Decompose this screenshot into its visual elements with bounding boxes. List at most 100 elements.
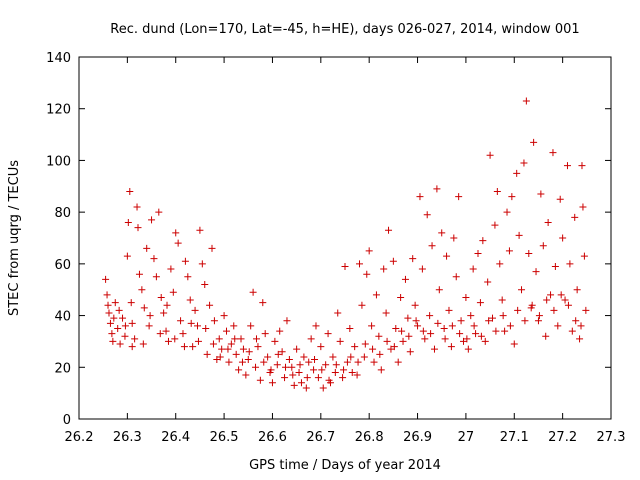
data-point (354, 358, 362, 366)
data-point (319, 384, 327, 392)
plot-frame (78, 56, 612, 420)
data-point (194, 337, 202, 345)
y-tick-label: 100 (46, 154, 71, 169)
data-point (276, 327, 284, 335)
data-point (550, 306, 558, 314)
data-point (427, 330, 435, 338)
data-point (539, 242, 547, 250)
data-point (464, 345, 472, 353)
data-point (506, 322, 514, 330)
data-point (578, 162, 586, 170)
data-point (172, 229, 180, 237)
data-point (528, 301, 536, 309)
data-point (491, 221, 499, 229)
data-point (418, 265, 426, 273)
data-point (499, 312, 507, 320)
data-point (568, 327, 576, 335)
data-point (216, 353, 224, 361)
data-point (405, 332, 413, 340)
data-point (210, 317, 218, 325)
data-point (514, 306, 522, 314)
data-point (399, 337, 407, 345)
data-point (223, 327, 231, 335)
data-point (435, 286, 443, 294)
data-point (131, 335, 139, 343)
data-point (412, 317, 420, 325)
data-point (193, 322, 201, 330)
y-tick-label: 80 (54, 206, 71, 221)
data-point (557, 291, 565, 299)
data-point (289, 371, 297, 379)
data-point (191, 306, 199, 314)
data-point (544, 218, 552, 226)
data-point (174, 239, 182, 247)
data-point (434, 319, 442, 327)
data-point (489, 314, 497, 322)
data-point (203, 350, 211, 358)
data-point (260, 358, 268, 366)
data-point (356, 260, 364, 268)
data-point (238, 358, 246, 366)
data-point (119, 314, 127, 322)
data-point (180, 343, 188, 351)
data-point (467, 312, 475, 320)
data-point (377, 366, 385, 374)
data-point (160, 309, 168, 317)
data-point (111, 299, 119, 307)
data-point (361, 340, 369, 348)
data-point (341, 262, 349, 270)
data-point (198, 260, 206, 268)
data-point (576, 335, 584, 343)
data-point (271, 337, 279, 345)
data-point (343, 358, 351, 366)
data-point (485, 317, 493, 325)
data-points (102, 97, 590, 392)
data-point (577, 322, 585, 330)
data-point (331, 368, 339, 376)
data-point (515, 231, 523, 239)
x-tick-label: 26.9 (403, 430, 432, 445)
data-point (414, 322, 422, 330)
data-point (293, 345, 301, 353)
data-point (476, 299, 484, 307)
data-point (143, 244, 151, 252)
data-point (242, 371, 250, 379)
data-point (139, 340, 147, 348)
data-point (295, 368, 303, 376)
data-point (579, 203, 587, 211)
x-tick-label: 26.6 (258, 430, 287, 445)
data-point (126, 187, 134, 195)
data-point (385, 226, 393, 234)
data-point (215, 335, 223, 343)
data-point (543, 296, 551, 304)
data-point (398, 327, 406, 335)
data-point (134, 224, 142, 232)
data-point (128, 343, 136, 351)
data-point (124, 218, 132, 226)
data-point (532, 268, 540, 276)
data-point (110, 314, 118, 322)
data-point (401, 275, 409, 283)
data-point (510, 340, 518, 348)
data-point (472, 330, 480, 338)
x-tick-label: 26.2 (65, 430, 94, 445)
data-point (324, 330, 332, 338)
data-point (230, 322, 238, 330)
data-point (455, 193, 463, 201)
data-point (358, 301, 366, 309)
data-point (547, 291, 555, 299)
data-point (297, 379, 305, 387)
data-point (486, 151, 494, 159)
data-point (334, 309, 342, 317)
y-tick-label: 20 (54, 361, 71, 376)
data-point (440, 325, 448, 332)
x-axis-label: GPS time / Days of year 2014 (249, 458, 441, 473)
data-point (106, 319, 114, 327)
data-point (566, 260, 574, 268)
data-point (421, 335, 429, 343)
y-tick-label: 60 (54, 258, 71, 273)
data-point (346, 325, 354, 332)
data-point (582, 306, 590, 314)
x-tick-label: 26.5 (210, 430, 239, 445)
x-tick-label: 27.3 (597, 430, 626, 445)
